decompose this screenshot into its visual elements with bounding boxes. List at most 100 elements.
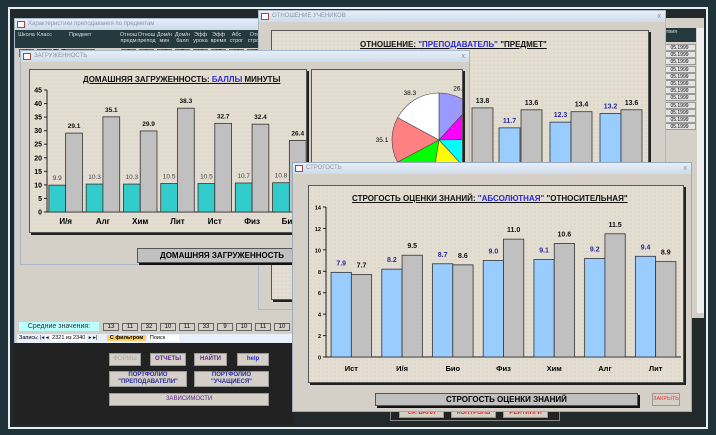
bar-series1 — [234, 182, 253, 213]
reports-button[interactable]: ОТЧЕТЫ — [150, 353, 186, 366]
help-button[interactable]: help — [237, 353, 269, 366]
bar-series2 — [102, 116, 121, 213]
bar-series2 — [503, 238, 525, 358]
homework-load-button[interactable]: ДОМАШНЯЯ ЗАГРУЖЕННОСТЬ — [137, 248, 307, 263]
subject-link[interactable]: "ПРЕДМЕТ" — [500, 40, 547, 49]
bar-series1 — [432, 263, 454, 358]
prev-record-button[interactable]: ◂ — [45, 335, 49, 341]
absolute-link[interactable]: "АБСОЛЮТНАЯ" — [477, 194, 545, 203]
data-label: 29.9 — [142, 121, 155, 128]
data-label: 10.5 — [163, 174, 176, 181]
date-cell: 05.1999 — [663, 72, 696, 80]
strictness-button[interactable]: СТРОГОСТЬ ОЦЕНКИ ЗНАНИЙ — [375, 393, 638, 406]
pie-slice — [391, 117, 440, 163]
y-tick-label: 4 — [318, 313, 322, 319]
column-header: Дом/н балл — [174, 32, 191, 44]
close-button[interactable]: ЗАКРЫТЬ — [652, 393, 680, 406]
find-button[interactable]: НАЙТИ — [194, 353, 227, 366]
dependencies-button[interactable]: ЗАВИСИМОСТИ — [109, 393, 269, 406]
data-label: 11.7 — [503, 118, 516, 125]
minutes-link[interactable]: МИНУТЫ — [244, 75, 281, 84]
data-label: 9.9 — [53, 175, 62, 182]
window-title: ЗАГРУЖЕННОСТЬ — [34, 53, 88, 59]
column-header: Эфф время — [210, 32, 227, 44]
form-icon — [261, 13, 269, 20]
close-icon[interactable]: x — [657, 13, 662, 20]
bar-series2 — [604, 233, 626, 358]
x-tick-label: Био — [445, 364, 460, 373]
close-icon[interactable]: x — [683, 165, 688, 172]
close-icon[interactable]: x — [461, 53, 466, 60]
portfolio-teachers-button[interactable]: ПОРТФОЛИО "ПРЕПОДАВАТЕЛИ" — [109, 371, 187, 387]
date-cell: 05.1999 — [663, 108, 696, 116]
date-cell: 05.1999 — [663, 116, 696, 123]
date-cell: 05.1999 — [663, 94, 696, 102]
average-value: 13 — [103, 323, 119, 331]
average-value: 10 — [160, 323, 176, 331]
y-tick-label: 14 — [315, 206, 322, 212]
forms-button[interactable]: ФОРМЫ — [109, 353, 141, 366]
data-label: 10.5 — [200, 174, 213, 181]
table-header — [15, 30, 295, 48]
average-value: 11 — [122, 323, 138, 331]
portfolio-students-button[interactable]: ПОРТФОЛИО "УЧАЩИЕСЯ" — [194, 371, 269, 387]
data-label: 12.3 — [554, 112, 568, 119]
relation-titlebar: ОТНОШЕНИЕ УЧЕНИКОВ x — [259, 11, 665, 22]
data-label: 13.6 — [625, 100, 639, 107]
x-tick-label: Физ — [496, 364, 511, 373]
scrollbar[interactable] — [697, 28, 704, 313]
data-label: 32.7 — [217, 113, 230, 120]
x-tick-label: Хим — [547, 364, 563, 373]
teacher-link[interactable]: "ПРЕПОДАВАТЕЛЬ" — [418, 40, 498, 49]
x-tick-label: Био — [282, 217, 298, 226]
pie-slice — [438, 114, 462, 141]
relative-link[interactable]: "ОТНОСИТЕЛЬНАЯ" — [546, 194, 628, 203]
filter-toggle[interactable]: С фильтром — [106, 335, 147, 341]
next-record-button[interactable]: ▸ — [88, 335, 92, 341]
bar-series1 — [197, 183, 216, 213]
record-number-input[interactable]: 2321 из 2340 — [50, 335, 88, 341]
data-label: 10.3 — [125, 174, 138, 181]
bar-series2 — [553, 243, 575, 358]
data-label: 10.7 — [237, 173, 250, 180]
points-link[interactable]: БАЛЛЫ — [211, 75, 243, 84]
data-label: 13.4 — [575, 102, 589, 109]
load-titlebar: ЗАГРУЖЕННОСТЬ x — [21, 51, 469, 62]
date-cell: 05.1999 — [663, 101, 696, 109]
load-chart-panel: ДОМАШНЯЯ ЗАГРУЖЕННОСТЬ: БАЛЛЫ МИНУТЫ 0 5 1… — [29, 69, 307, 233]
data-label: 8.2 — [387, 257, 397, 264]
data-label: 9.1 — [539, 248, 549, 255]
y-tick-label: 6 — [318, 291, 321, 297]
x-tick-label: Ист — [208, 217, 222, 226]
data-label: 8.6 — [458, 253, 468, 260]
data-label: 9.5 — [407, 243, 417, 250]
bar-series2 — [251, 123, 270, 213]
data-label: 32.4 — [254, 114, 267, 121]
column-header: Отнош предм — [119, 32, 138, 44]
y-tick-label: 12 — [315, 227, 321, 233]
first-record-button[interactable]: |◂ — [40, 335, 45, 341]
data-label: 13.8 — [476, 98, 490, 105]
pie-slice — [397, 92, 440, 141]
bar-series1 — [482, 260, 504, 358]
y-tick-label: 15 — [34, 169, 42, 176]
average-value: 11 — [255, 323, 271, 331]
date-cell: 05.1999 — [663, 123, 696, 131]
data-label: 10.3 — [88, 174, 101, 181]
x-tick-label: И/я — [59, 217, 72, 226]
column-header: Абс строг — [229, 32, 244, 44]
form-icon — [295, 165, 303, 172]
last-record-button[interactable]: ▸| — [93, 335, 98, 341]
load-chart-title: ДОМАШНЯЯ ЗАГРУЖЕННОСТЬ: БАЛЛЫ МИНУТЫ — [83, 75, 281, 84]
bar-series2 — [65, 132, 83, 213]
date-cell: 05.1999 — [663, 58, 696, 66]
bar-series1 — [634, 255, 657, 358]
column-header: Эфф урока — [193, 32, 208, 44]
x-tick-label: Физ — [244, 217, 260, 226]
data-label: 8.7 — [438, 252, 448, 259]
search-input[interactable]: Поиск — [147, 335, 180, 341]
column-header: Отнош препод — [137, 32, 156, 44]
data-label: 29.1 — [68, 123, 81, 130]
y-tick-label: 10 — [315, 248, 321, 254]
strict-chart-panel: СТРОГОСТЬ ОЦЕНКИ ЗНАНИЙ: "АБСОЛЮТНАЯ" "О… — [308, 185, 684, 383]
